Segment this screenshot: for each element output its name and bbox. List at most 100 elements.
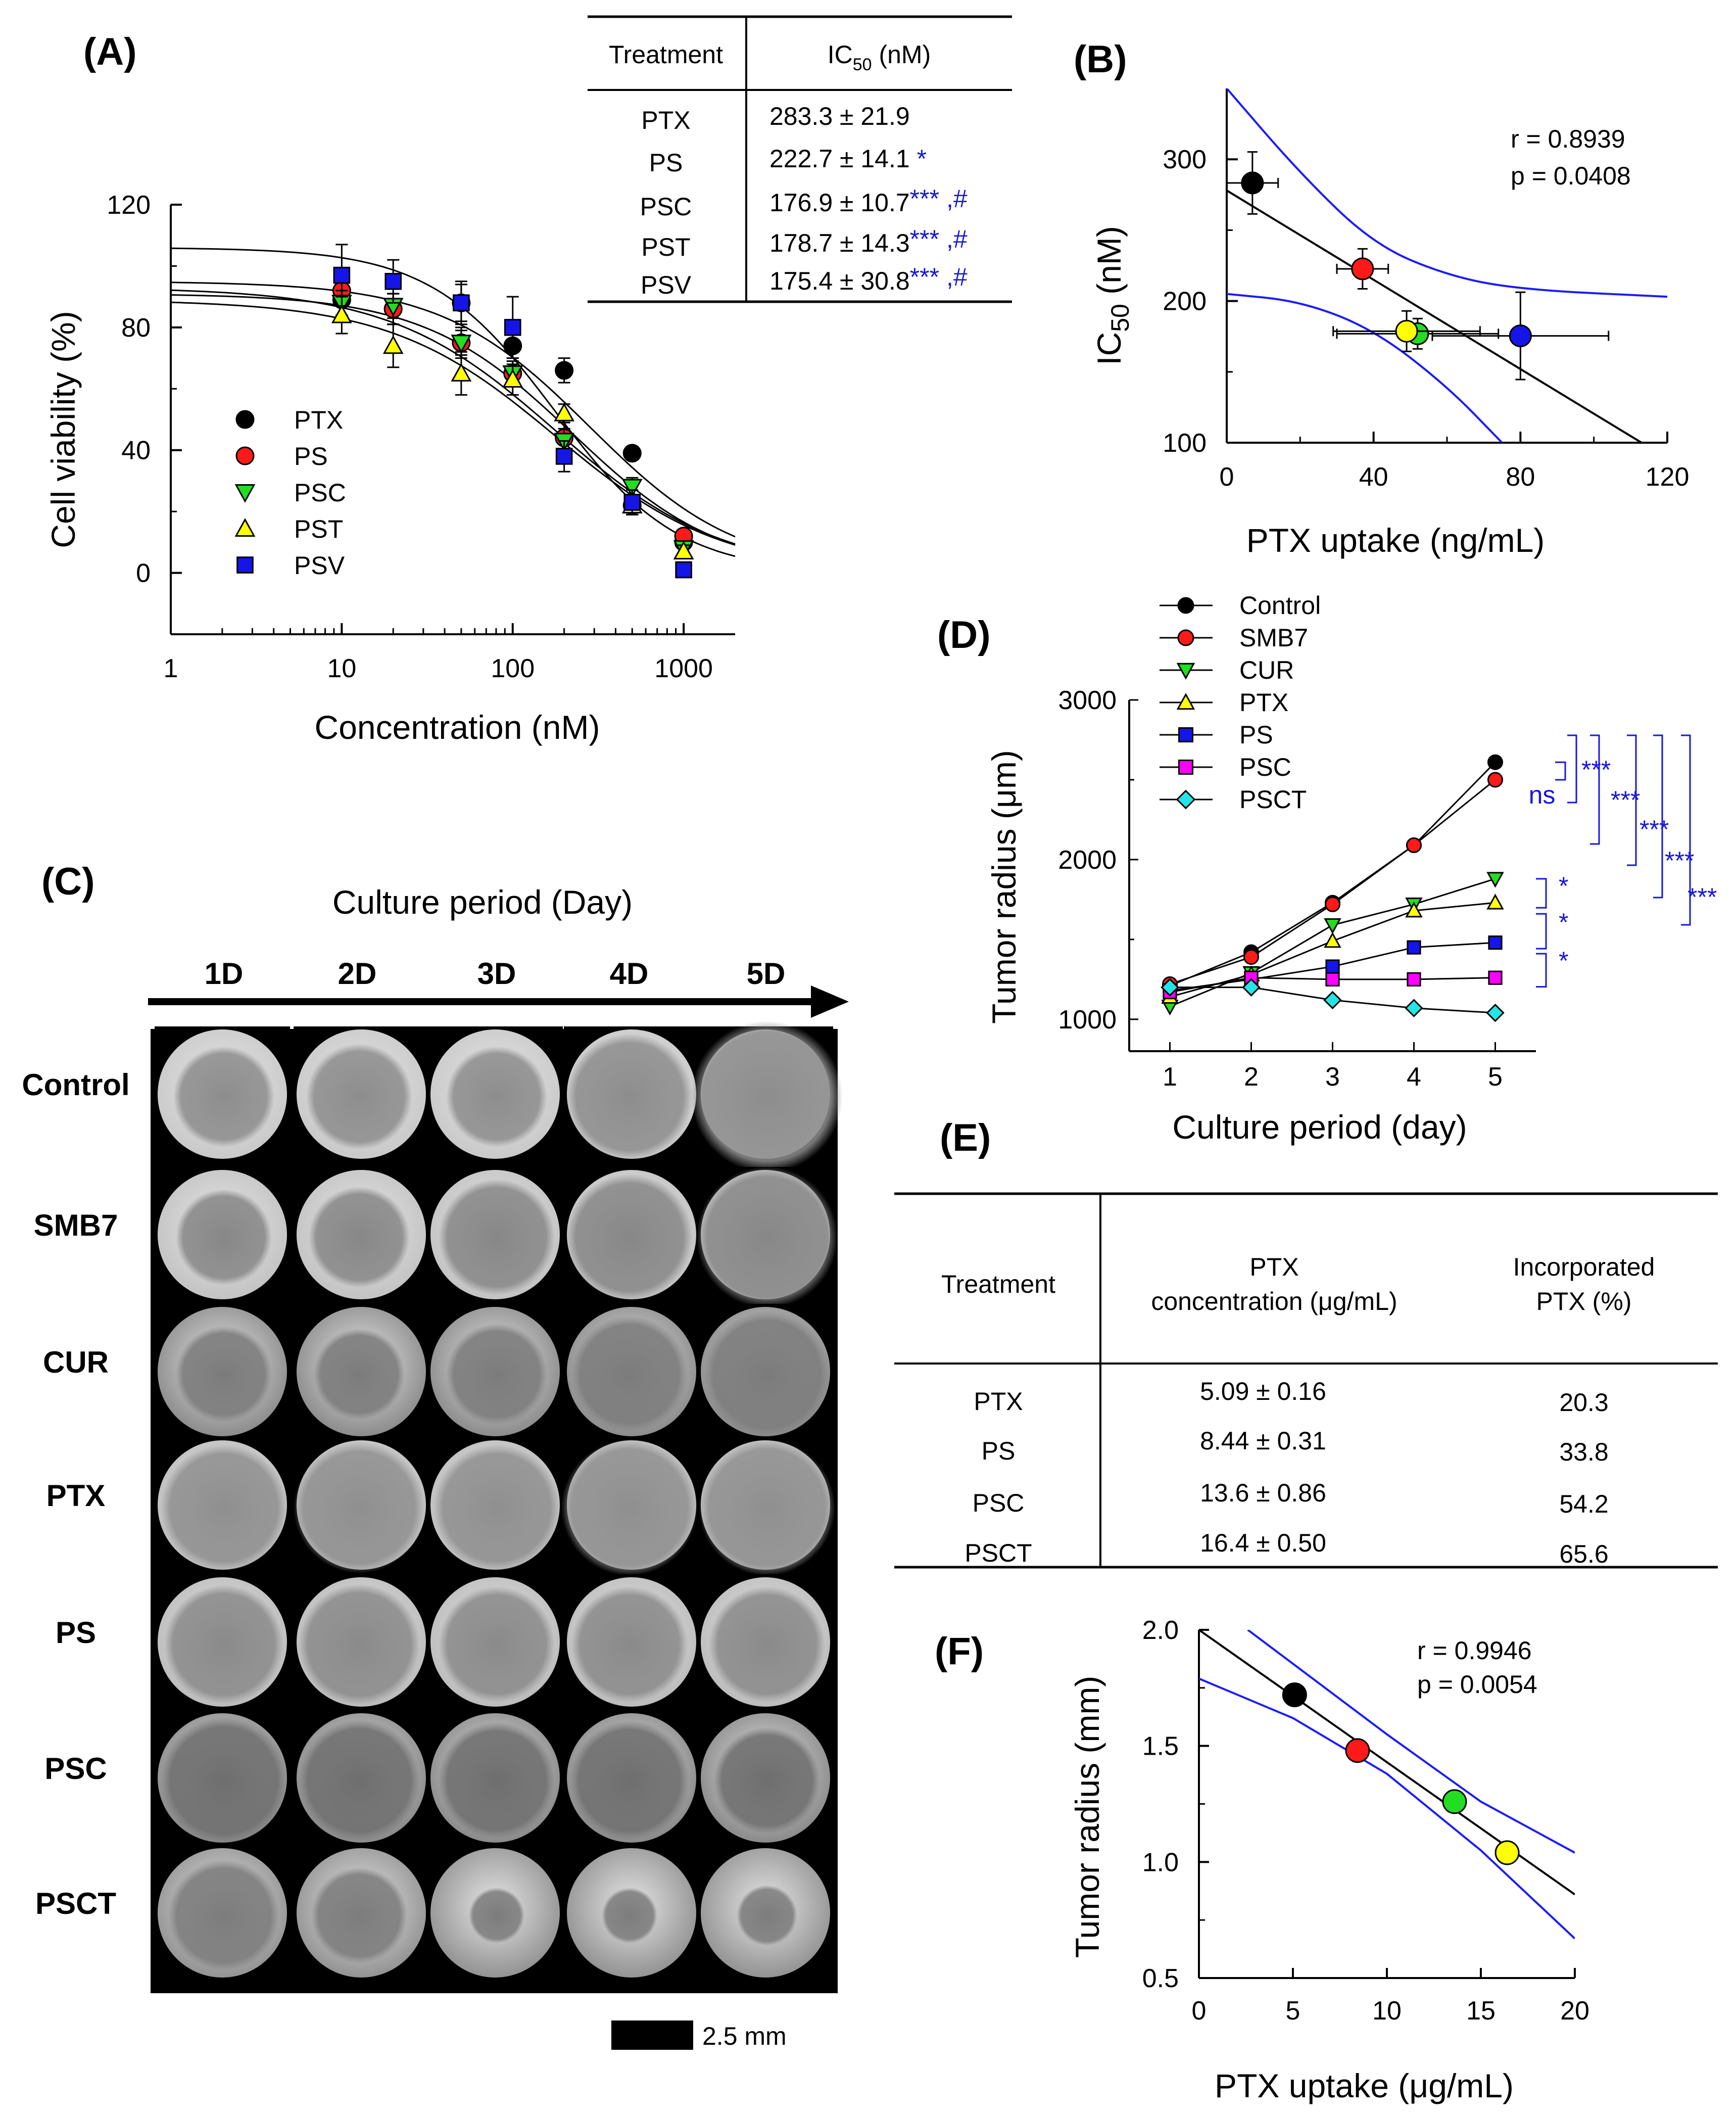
significance-bracket — [1536, 953, 1547, 988]
uptake-table-header-percent: PTX (%) — [1536, 1287, 1632, 1315]
panel-d-x-tick: 4 — [1407, 1062, 1421, 1092]
data-point-ptx — [1282, 1682, 1307, 1708]
uptake-row-concentration: 13.6 ± 0.86 — [1200, 1479, 1326, 1507]
spheroid-image — [294, 1574, 429, 1710]
panel-f-r-value: r = 0.9946 — [1417, 1636, 1532, 1665]
data-point-ptx — [1405, 902, 1423, 918]
spheroid-image-grid — [155, 1021, 843, 1981]
day-label: 1D — [205, 957, 244, 991]
uptake-row-treatment: PSCT — [965, 1539, 1032, 1567]
spheroid-image — [427, 1026, 563, 1162]
tumor-spheroid — [561, 1439, 698, 1576]
spheroid-image — [155, 1167, 290, 1302]
panel-a-xlabel: Concentration (nM) — [315, 709, 600, 746]
treatment-row-label: SMB7 — [34, 1208, 118, 1242]
tumor-spheroid — [299, 1584, 420, 1705]
panel-b: (B) 0 40 80 120 100 200 300 PTX uptake (ng/mL)… — [1074, 38, 1689, 559]
panel-a-y-tick: 40 — [121, 436, 151, 465]
data-point-pst — [1395, 319, 1418, 343]
spheroid-image — [294, 1710, 429, 1846]
day-label: 5D — [747, 957, 786, 991]
legend-label: PTX — [294, 406, 343, 434]
tumor-spheroid — [164, 1585, 283, 1704]
data-point-pst — [673, 541, 694, 560]
fit-curve-psc — [170, 289, 736, 545]
panel-b-x-tick: 80 — [1506, 462, 1535, 492]
panel-d-letter: (D) — [937, 614, 991, 656]
ic50-row-treatment: PTX — [641, 106, 690, 134]
ic50-table-header-value: IC50 (nM) — [828, 40, 931, 74]
legend-label: PST — [294, 515, 343, 543]
tumor-spheroid — [176, 1326, 272, 1422]
data-point-psv — [384, 272, 402, 290]
ic50-table: Treatment IC50 (nM) PTX 283.3 ± 21.9 PS 222… — [588, 15, 1012, 303]
treatment-row-label: CUR — [43, 1345, 109, 1379]
significance-bracket — [1536, 913, 1547, 950]
tumor-spheroid — [176, 1189, 272, 1285]
data-point-psc — [1407, 972, 1421, 986]
data-point-psv — [333, 266, 351, 284]
confidence-band-lower — [1199, 1677, 1575, 1940]
panel-b-xlabel: PTX uptake (ng/mL) — [1246, 522, 1545, 559]
spheroid-image — [696, 1166, 838, 1308]
data-point-smb7 — [1487, 772, 1503, 788]
significance-label: *** — [1639, 815, 1669, 843]
data-point-control — [1487, 754, 1503, 770]
panel-b-y-tick: 200 — [1163, 287, 1207, 316]
tumor-spheroid — [161, 1444, 287, 1571]
tumor-spheroid — [446, 1324, 547, 1425]
day-label: 2D — [338, 957, 377, 991]
spheroid-image — [698, 1437, 835, 1576]
tumor-spheroid — [709, 1586, 825, 1703]
ic50-table-header-treatment: Treatment — [609, 40, 723, 69]
data-point-ps — [1325, 959, 1340, 974]
panel-f-y-tick: 0.5 — [1142, 1964, 1179, 1993]
panel-a-ylabel: Cell viability (%) — [44, 311, 82, 548]
panel-d-ylabel: Tumor radius (μm) — [985, 750, 1023, 1024]
tumor-spheroid — [571, 1316, 688, 1432]
data-point-pst — [331, 304, 352, 323]
panel-d-axes: 1 2 3 4 5 1000 2000 3000 — [1058, 686, 1536, 1092]
ic50-row-value: 176.9 ± 10.7*** ,# — [769, 184, 968, 217]
legend-label: PS — [1239, 721, 1273, 749]
tumor-spheroid — [299, 1720, 420, 1841]
ic50-row-treatment: PS — [649, 149, 683, 177]
legend-marker-control — [1177, 597, 1194, 614]
culture-period-title: Culture period (Day) — [332, 883, 633, 921]
panel-d-x-tick: 5 — [1488, 1062, 1503, 1092]
tumor-spheroid — [314, 1329, 405, 1420]
spheroid-image — [427, 1304, 563, 1439]
panel-d-x-tick: 1 — [1163, 1062, 1177, 1092]
panel-c-letter: (C) — [41, 860, 95, 903]
treatment-row-label: Control — [22, 1068, 129, 1102]
significance-mark: *** ,# — [910, 263, 968, 291]
data-point-ps — [1488, 935, 1503, 950]
confidence-band-lower — [1227, 293, 1503, 443]
legend-marker-ps — [235, 446, 255, 465]
data-point-psct — [1494, 1840, 1520, 1865]
significance-bracket — [1555, 761, 1566, 781]
significance-mark: *** ,# — [910, 225, 968, 253]
uptake-row-concentration: 16.4 ± 0.50 — [1200, 1529, 1326, 1557]
panel-f-x-tick: 5 — [1286, 1996, 1300, 2026]
spheroid-image — [155, 1574, 290, 1710]
regression-line — [1227, 190, 1643, 443]
panel-d-y-tick: 3000 — [1058, 686, 1117, 715]
legend-label: CUR — [1239, 656, 1294, 684]
uptake-table-header-concentration: concentration (μg/mL) — [1151, 1287, 1397, 1315]
panel-a-y-tick: 120 — [107, 191, 151, 220]
spheroid-image — [698, 1574, 833, 1710]
uptake-table-header-incorporated: Incorporated — [1513, 1253, 1655, 1281]
spheroid-image — [691, 1021, 843, 1172]
scale-bar — [611, 2020, 693, 2050]
data-point-ps — [1345, 1738, 1370, 1763]
data-point-psct — [1323, 991, 1342, 1010]
panel-f-x-tick: 20 — [1560, 1996, 1589, 2026]
significance-label: * — [1559, 908, 1568, 936]
tumor-spheroid — [294, 1442, 425, 1573]
fit-curve-ptx — [170, 281, 736, 538]
data-point-ptx — [1241, 171, 1264, 195]
spheroid-image — [564, 1026, 699, 1162]
spheroid-image — [427, 1437, 563, 1573]
data-point-pst — [502, 369, 523, 388]
